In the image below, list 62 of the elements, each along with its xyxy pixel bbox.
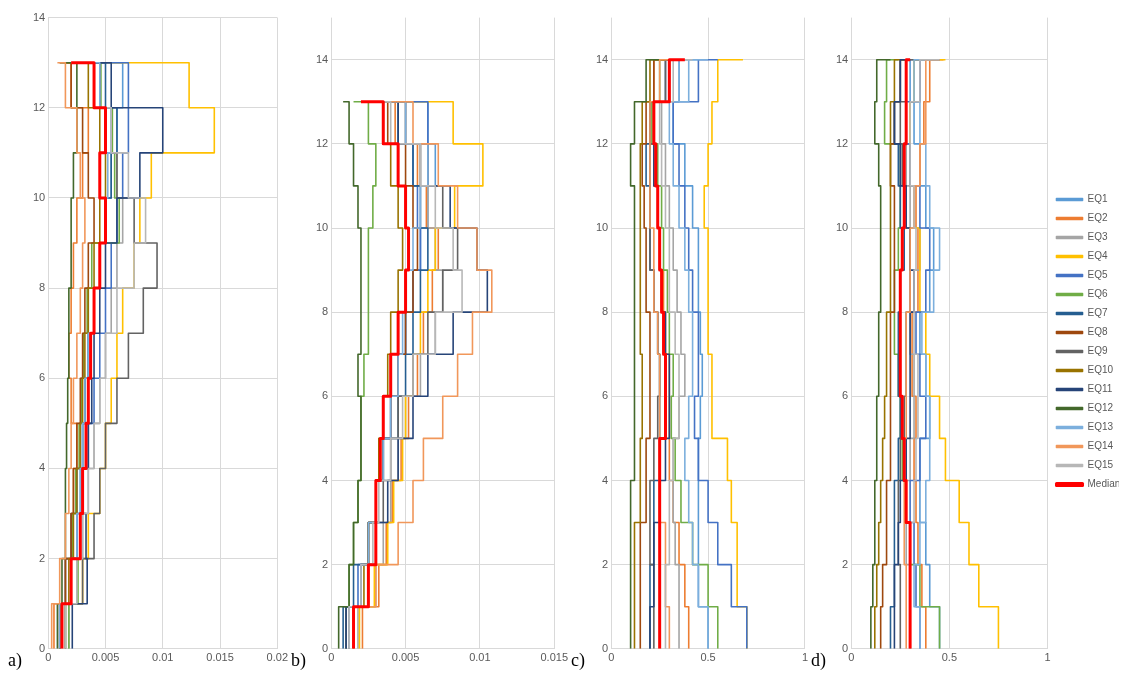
text: b) bbox=[291, 650, 306, 671]
y-tick-label: 10 bbox=[835, 221, 849, 234]
y-tick-label: 0 bbox=[602, 641, 609, 654]
x-tick-label: 0.02 bbox=[266, 651, 289, 664]
legend-label: EQ4 bbox=[1087, 250, 1108, 262]
x-tick-label: 0.01 bbox=[469, 651, 491, 664]
legend-label: EQ14 bbox=[1087, 440, 1114, 452]
legend-label: EQ13 bbox=[1087, 421, 1114, 433]
y-tick-label: 10 bbox=[32, 190, 46, 203]
text: a) bbox=[8, 650, 22, 671]
x-tick-label: 0.5 bbox=[941, 651, 958, 664]
y-tick-label: 6 bbox=[322, 389, 329, 402]
y-tick-label: 12 bbox=[315, 136, 329, 149]
y-tick-label: 6 bbox=[602, 389, 609, 402]
legend-label: EQ5 bbox=[1087, 269, 1108, 281]
y-tick-label: 6 bbox=[842, 389, 849, 402]
text: d) bbox=[811, 650, 826, 671]
y-tick-label: 0 bbox=[322, 641, 329, 654]
y-tick-label: 0 bbox=[842, 641, 849, 654]
y-tick-label: 14 bbox=[315, 52, 329, 65]
legend-label: EQ6 bbox=[1087, 288, 1108, 300]
legend-label: EQ8 bbox=[1087, 326, 1108, 338]
x-tick-label: 0.015 bbox=[206, 651, 234, 664]
y-tick-label: 0 bbox=[39, 641, 46, 654]
legend-label: EQ7 bbox=[1087, 307, 1108, 319]
x-tick-label: 0.005 bbox=[91, 651, 120, 664]
y-tick-label: 12 bbox=[595, 136, 609, 149]
y-tick-label: 14 bbox=[595, 52, 609, 65]
x-tick-label: 0.5 bbox=[700, 651, 716, 664]
y-tick-label: 4 bbox=[39, 461, 46, 474]
y-tick-label: 8 bbox=[39, 281, 46, 294]
y-tick-label: 2 bbox=[322, 557, 329, 570]
y-tick-label: 2 bbox=[842, 557, 849, 570]
legend-label: EQ2 bbox=[1087, 212, 1108, 224]
y-tick-label: 8 bbox=[602, 305, 609, 318]
y-tick-label: 10 bbox=[315, 221, 329, 234]
y-tick-label: 6 bbox=[39, 371, 46, 384]
y-tick-label: 4 bbox=[602, 473, 609, 486]
y-tick-label: 8 bbox=[842, 305, 849, 318]
x-tick-label: 0.005 bbox=[391, 651, 420, 664]
legend-label: EQ10 bbox=[1087, 364, 1114, 376]
y-tick-label: 4 bbox=[842, 473, 849, 486]
legend-label: EQ1 bbox=[1087, 193, 1108, 205]
legend-label: EQ3 bbox=[1087, 231, 1108, 243]
y-tick-label: 12 bbox=[32, 100, 46, 113]
y-tick-label: 10 bbox=[595, 221, 609, 234]
legend-label: EQ15 bbox=[1087, 459, 1114, 471]
y-tick-label: 12 bbox=[835, 136, 849, 149]
y-tick-label: 4 bbox=[322, 473, 329, 486]
text: c) bbox=[571, 650, 585, 671]
legend-label: EQ9 bbox=[1087, 345, 1108, 357]
y-tick-label: 2 bbox=[602, 557, 609, 570]
y-tick-label: 14 bbox=[835, 52, 849, 65]
x-tick-label: 1 bbox=[801, 651, 808, 664]
legend-label: EQ12 bbox=[1087, 402, 1114, 414]
x-tick-label: 0.015 bbox=[540, 651, 568, 664]
legend-label: EQ11 bbox=[1087, 383, 1113, 395]
y-tick-label: 14 bbox=[32, 10, 46, 23]
y-tick-label: 8 bbox=[322, 305, 329, 318]
x-tick-label: 0.01 bbox=[152, 651, 174, 664]
x-tick-label: 1 bbox=[1044, 651, 1051, 664]
y-tick-label: 2 bbox=[39, 551, 46, 564]
